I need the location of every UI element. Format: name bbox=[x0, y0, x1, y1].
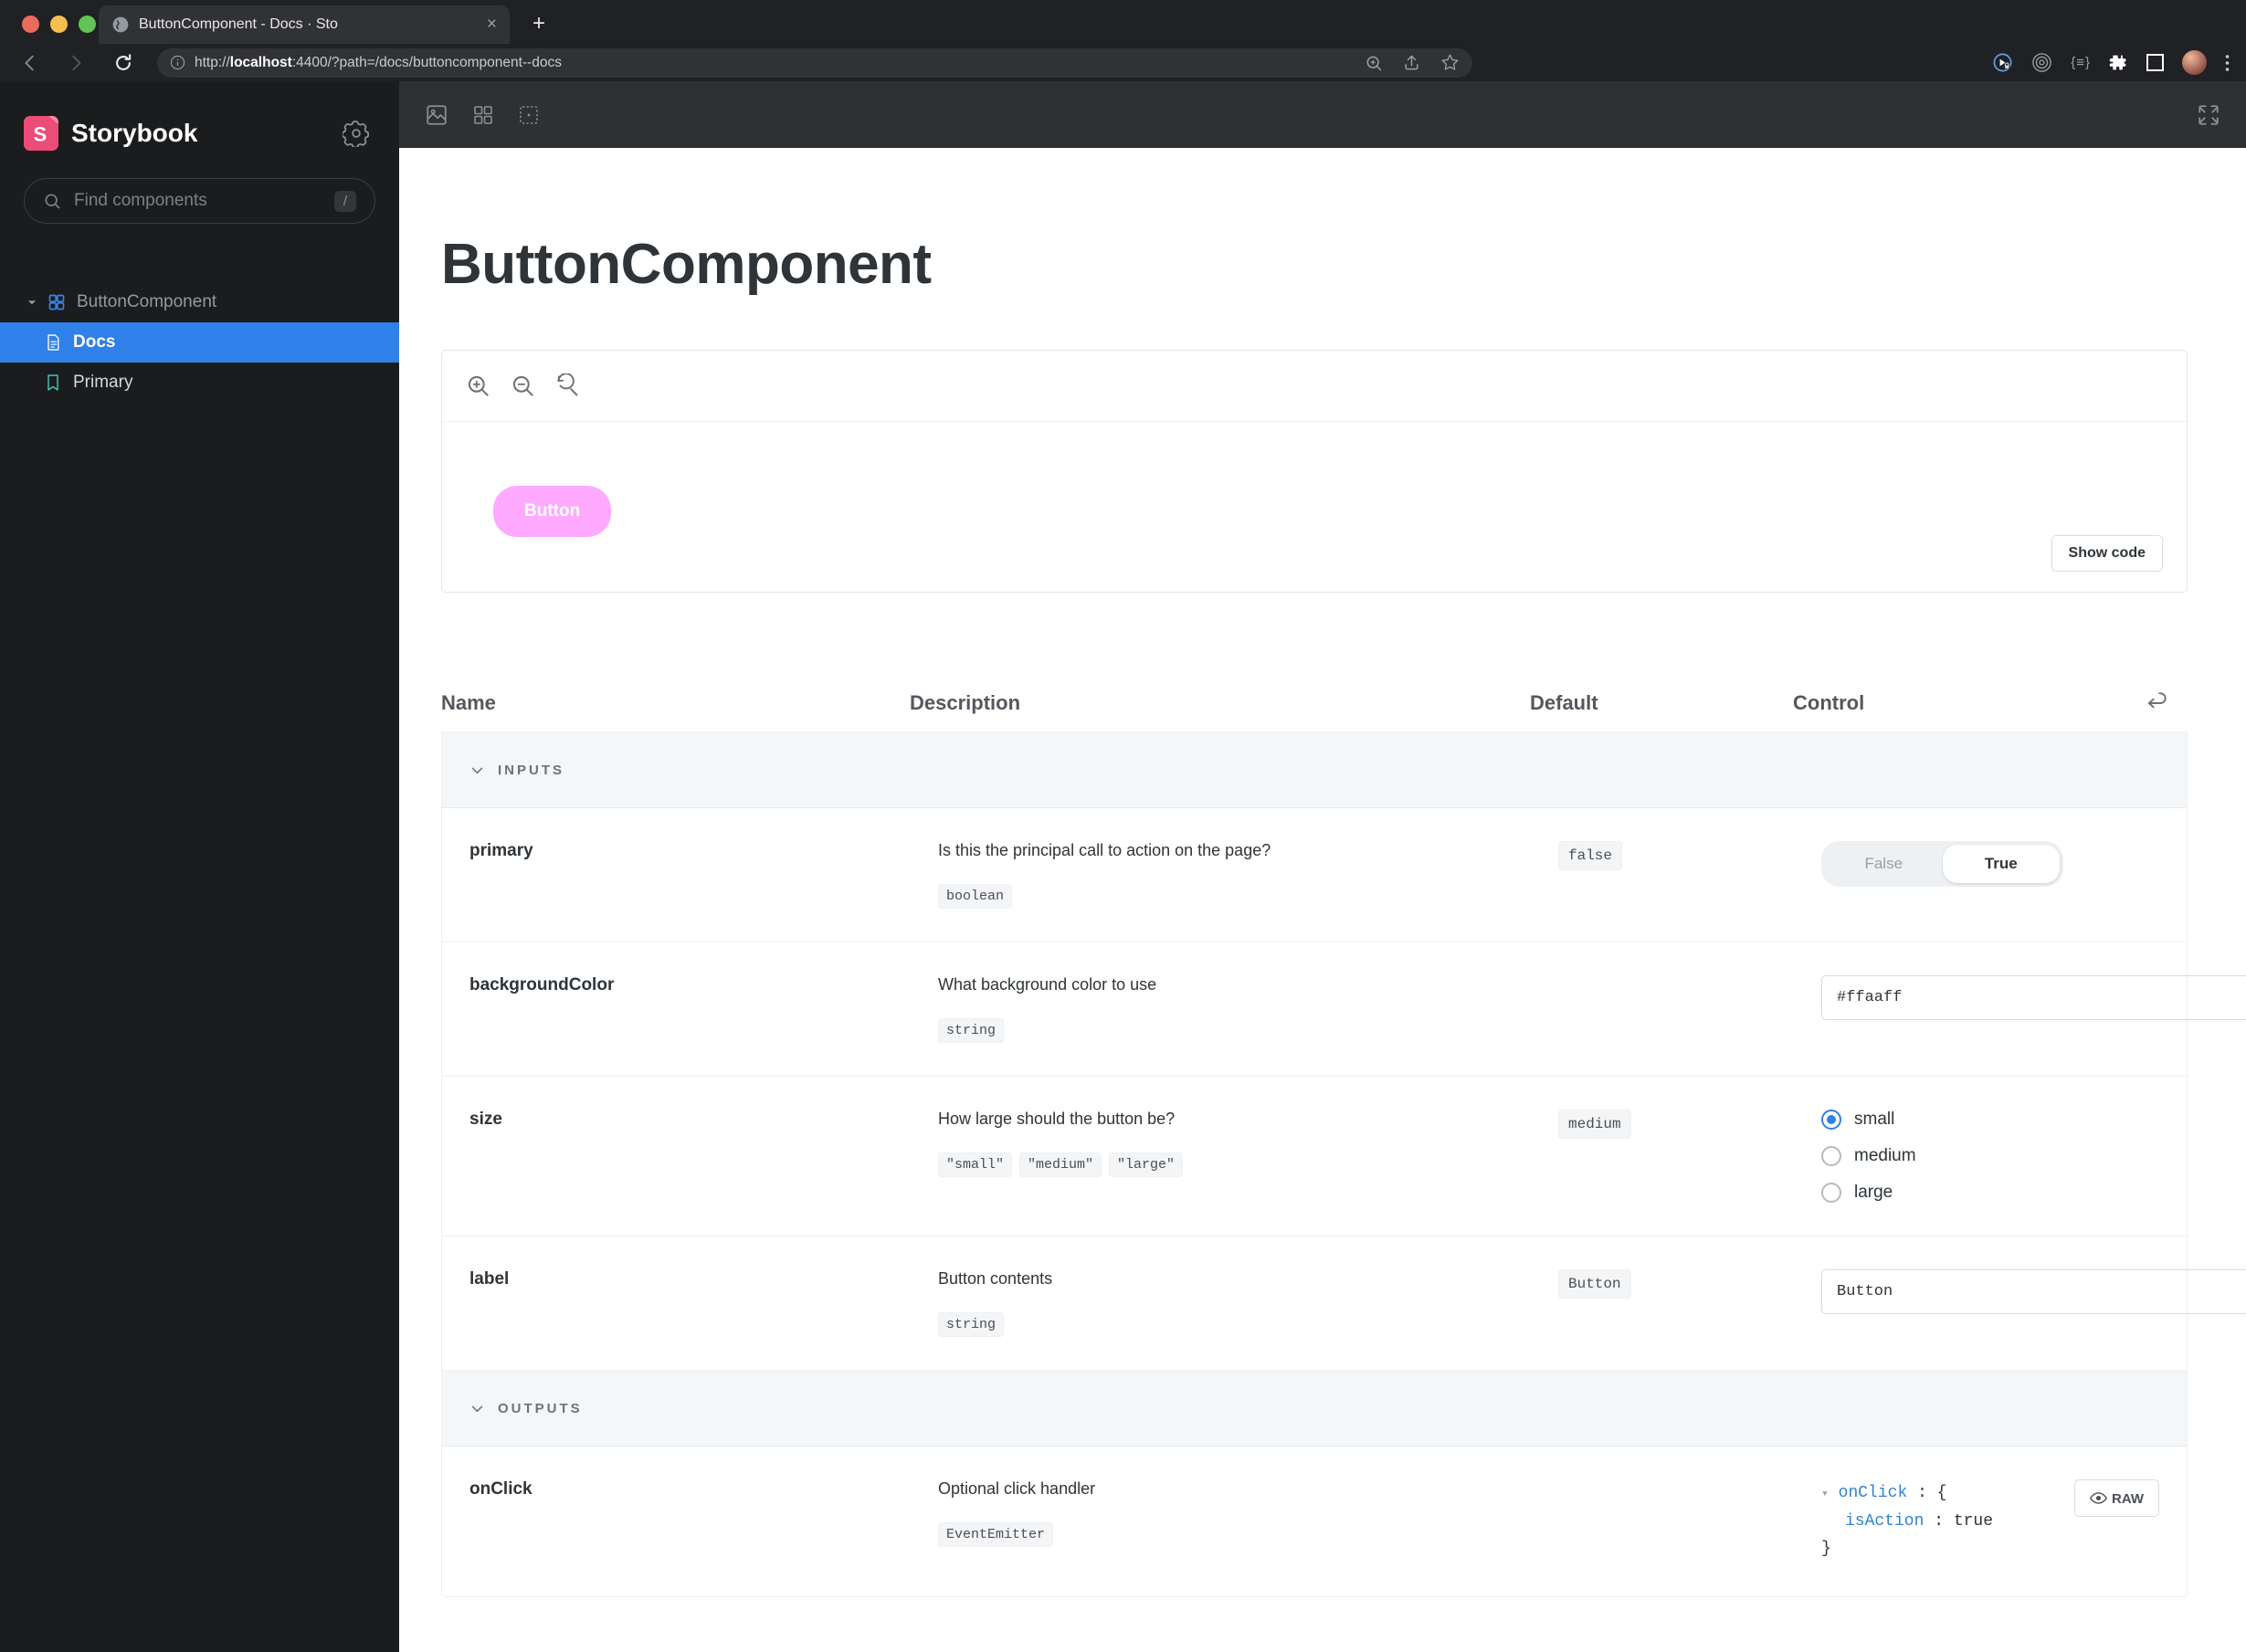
svg-text:S: S bbox=[34, 123, 47, 146]
